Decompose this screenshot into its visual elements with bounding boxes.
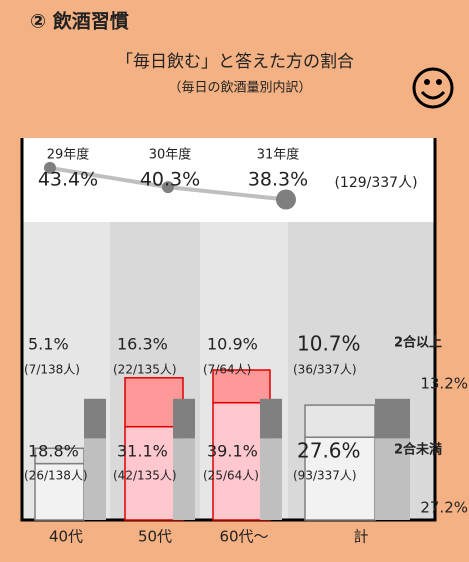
category-label: 計 bbox=[353, 528, 368, 546]
trend-panel bbox=[22, 138, 435, 222]
value-label: 18.8% bbox=[28, 442, 79, 461]
trend-point bbox=[162, 181, 174, 194]
trend-count: (129/337人) bbox=[334, 175, 417, 191]
bar-segment bbox=[34, 462, 85, 521]
reference-segment bbox=[84, 438, 106, 520]
trend-value: 43.4% bbox=[38, 169, 98, 191]
year-label: 31年度 bbox=[257, 147, 300, 163]
reference-label: 13.2% bbox=[420, 375, 468, 393]
category-label: 50代 bbox=[138, 528, 172, 546]
trend-value: 38.3% bbox=[248, 169, 308, 191]
smiley bbox=[412, 67, 454, 109]
reference-segment bbox=[84, 398, 106, 439]
bar-segment bbox=[212, 369, 271, 404]
trend-point bbox=[276, 189, 296, 210]
value-label: 31.1% bbox=[117, 442, 168, 461]
bar-segment bbox=[304, 404, 376, 438]
count-label: (26/138人) bbox=[24, 469, 88, 483]
reference-segment bbox=[260, 438, 282, 520]
count-label: (36/337人) bbox=[293, 363, 357, 377]
category-label: 60代～ bbox=[219, 528, 268, 546]
subtitle: 「毎日飲む」と答えた方の割合 bbox=[116, 52, 354, 72]
value-label: 16.3% bbox=[117, 335, 168, 354]
value-label: 5.1% bbox=[28, 335, 69, 354]
legend-label: 2合未満 bbox=[394, 442, 442, 458]
year-label: 29年度 bbox=[47, 147, 90, 163]
reference-segment bbox=[173, 438, 195, 520]
count-label: (22/135人) bbox=[113, 363, 177, 377]
count-label: (25/64人) bbox=[203, 469, 259, 483]
reference-segment bbox=[375, 438, 410, 520]
reference-segment bbox=[260, 398, 282, 439]
value-label: 10.7% bbox=[297, 332, 361, 356]
value-label: 39.1% bbox=[207, 442, 258, 461]
value-label: 27.6% bbox=[297, 439, 361, 463]
legend-label: 2合以上 bbox=[394, 335, 442, 351]
count-label: (7/138人) bbox=[24, 363, 80, 377]
count-label: (93/337人) bbox=[293, 469, 357, 483]
count-label: (7/64人) bbox=[203, 363, 251, 377]
reference-segment bbox=[173, 398, 195, 439]
value-label: 10.9% bbox=[207, 335, 258, 354]
subtitle2: （毎日の飲酒量別内訳） bbox=[168, 80, 311, 96]
count-label: (42/135人) bbox=[113, 469, 177, 483]
trend-value: 40.3% bbox=[140, 169, 200, 191]
reference-label: 27.2% bbox=[420, 499, 468, 517]
category-label: 40代 bbox=[49, 528, 83, 546]
year-label: 30年度 bbox=[149, 147, 192, 163]
trend-point bbox=[44, 161, 56, 174]
title: ② 飲酒習慣 bbox=[30, 10, 129, 33]
reference-segment bbox=[375, 398, 410, 439]
